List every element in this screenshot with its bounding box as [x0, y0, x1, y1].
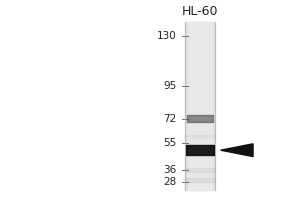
- Polygon shape: [221, 144, 253, 157]
- Text: 130: 130: [157, 31, 176, 41]
- Text: HL-60: HL-60: [182, 5, 218, 18]
- Text: 28: 28: [163, 177, 176, 187]
- Text: 95: 95: [163, 81, 176, 91]
- Text: 36: 36: [163, 165, 176, 175]
- Text: 55: 55: [163, 138, 176, 148]
- Text: 72: 72: [163, 114, 176, 124]
